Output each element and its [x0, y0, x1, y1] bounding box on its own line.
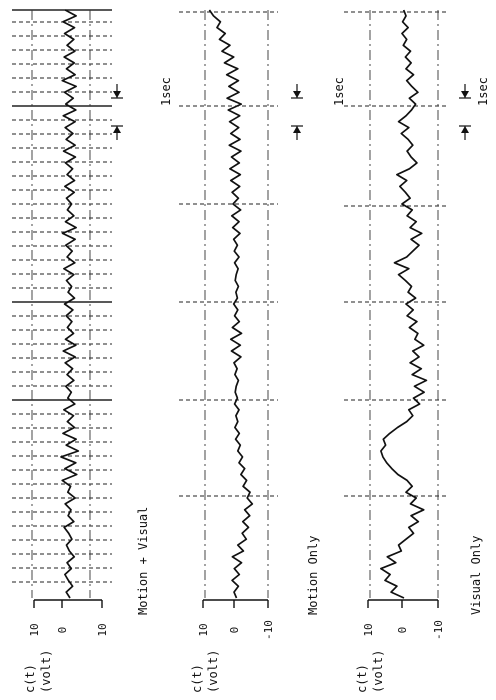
- y-axis-label-unit: (volt): [206, 650, 220, 693]
- tick-label-zero: 0: [396, 627, 409, 634]
- panel-title: Visual Only: [469, 536, 483, 615]
- series-line: [60, 9, 80, 599]
- timing-marker: [291, 84, 303, 140]
- timing-marker: [459, 84, 471, 140]
- y-axis-label-ct: c(t): [190, 664, 204, 693]
- tick-label-zero: 0: [56, 627, 69, 634]
- grid-verticals: [179, 11, 278, 497]
- tick-label-top: 10: [28, 623, 41, 636]
- scale-bracket: [202, 599, 269, 608]
- marker-arrowhead-top: [113, 91, 121, 98]
- scale-bracket: [367, 599, 439, 608]
- tick-label-top: 10: [362, 623, 375, 636]
- y-axis-label-ct: c(t): [23, 664, 37, 693]
- series-line: [208, 9, 254, 599]
- tick-label-bottom: -10: [432, 620, 445, 640]
- panel-motion-only: Motion Only 1sec c(t) (volt) 10 0 -10: [179, 9, 346, 693]
- series-line: [380, 9, 428, 599]
- marker-arrowhead-top: [293, 91, 301, 98]
- panel-title: Motion Only: [306, 536, 320, 615]
- panel-motion-visual: Motion + Visual 1sec c(t) (volt) 10 0 10: [12, 9, 173, 693]
- y-axis-label-unit: (volt): [39, 650, 53, 693]
- time-scale-label: 1sec: [159, 77, 173, 106]
- marker-arrowhead-top: [461, 91, 469, 98]
- marker-arrowhead-bottom: [293, 126, 301, 133]
- tick-label-zero: 0: [228, 627, 241, 634]
- tick-label-bottom: 10: [96, 623, 109, 636]
- tick-label-top: 10: [197, 623, 210, 636]
- time-scale-label: 1sec: [476, 77, 490, 106]
- grid-horizontals: [369, 10, 439, 598]
- grid-horizontals: [204, 10, 269, 598]
- grid-verticals: [12, 9, 112, 583]
- marker-arrowhead-bottom: [461, 126, 469, 133]
- timing-marker: [111, 84, 123, 140]
- y-axis-label-unit: (volt): [371, 650, 385, 693]
- y-axis-label-ct: c(t): [355, 664, 369, 693]
- grid-verticals: [344, 11, 448, 497]
- tick-label-bottom: -10: [262, 620, 275, 640]
- scale-bracket: [33, 599, 103, 608]
- marker-arrowhead-bottom: [113, 126, 121, 133]
- panel-visual-only: Visual Only 1sec c(t) (volt) 10 0 -10: [344, 9, 490, 693]
- grid-horizontals: [31, 10, 91, 598]
- time-scale-label: 1sec: [332, 77, 346, 106]
- panel-title: Motion + Visual: [136, 507, 150, 615]
